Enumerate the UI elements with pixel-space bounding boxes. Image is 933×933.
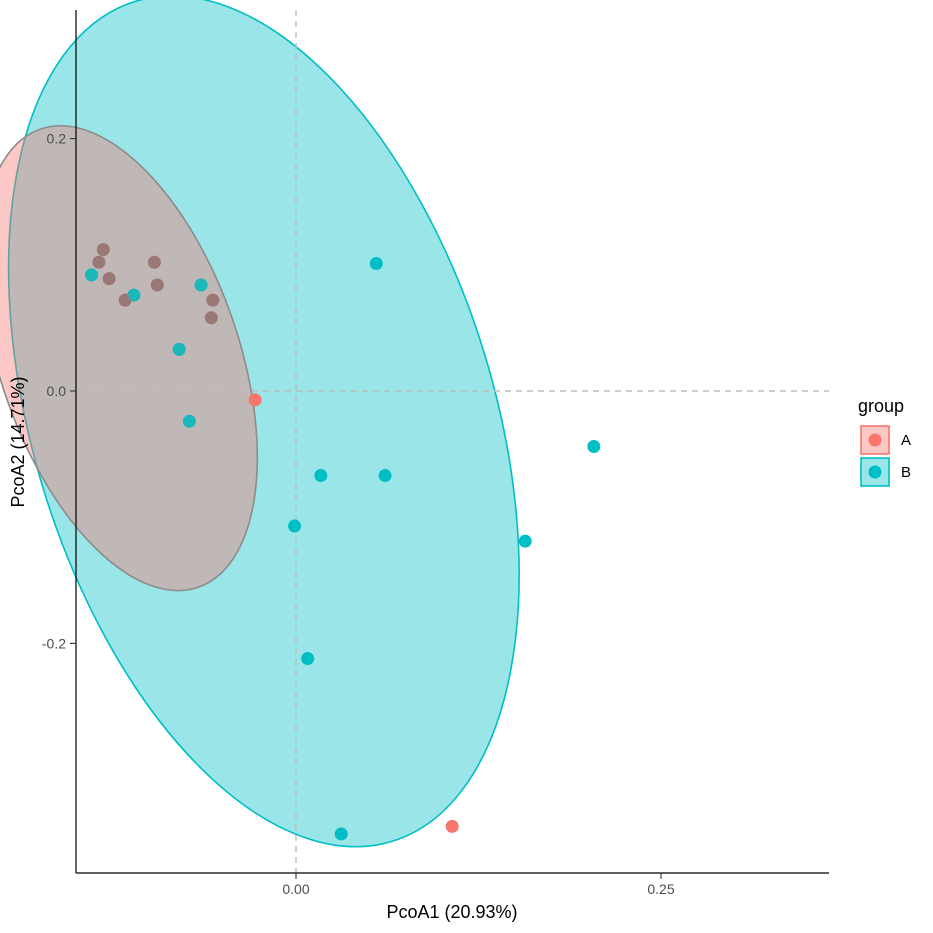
point-b-overlay-2 (194, 278, 208, 292)
ellipse-group-b (7, 0, 520, 848)
point-b-12 (334, 827, 348, 841)
legend-key-a (860, 425, 890, 455)
confidence-ellipses (0, 0, 520, 848)
y-tick-label: 0.2 (47, 131, 67, 147)
point-a-overlay-6 (206, 293, 220, 307)
data-points (85, 243, 601, 841)
ellipse-group-a (0, 124, 259, 592)
y-axis-title: PcoA2 (14.71%) (8, 376, 28, 507)
legend: group AB (858, 396, 911, 487)
point-b-8 (378, 469, 392, 483)
axes (75, 10, 829, 874)
legend-title: group (858, 396, 904, 416)
y-tick-label: -0.2 (42, 635, 66, 651)
point-a-overlay-4 (150, 278, 164, 292)
legend-dot-b (868, 465, 882, 479)
x-tick-label: 0.25 (647, 881, 674, 897)
point-b-11 (301, 652, 315, 666)
point-a-overlay-7 (204, 311, 218, 325)
point-b-7 (314, 469, 328, 483)
point-b-9 (288, 519, 302, 533)
point-b-overlay-4 (182, 414, 196, 428)
point-a-overlay-2 (102, 272, 116, 286)
x-axis-ticks: -0.250.000.250.50 (282, 873, 675, 897)
y-tick-label: 0.0 (47, 383, 67, 399)
legend-label-b: B (901, 464, 911, 481)
point-b-10 (518, 534, 532, 548)
point-a-overlay-3 (147, 255, 161, 269)
point-b-overlay-3 (172, 342, 186, 356)
reference-lines (76, 10, 829, 873)
x-axis-title: PcoA1 (20.93%) (386, 902, 517, 922)
point-b-overlay-0 (85, 268, 99, 282)
legend-label-a: A (901, 432, 911, 449)
point-b-6 (587, 440, 601, 454)
point-b-overlay-1 (127, 288, 141, 302)
point-a-10 (445, 819, 459, 833)
point-a-overlay-1 (92, 255, 106, 269)
point-b-5 (369, 257, 383, 271)
x-tick-label: 0.00 (282, 881, 309, 897)
point-a-8 (248, 393, 262, 407)
legend-dot-a (868, 433, 882, 447)
point-a-overlay-0 (96, 243, 110, 257)
y-axis-ticks: -0.2 0.0 0.2 (42, 131, 76, 651)
